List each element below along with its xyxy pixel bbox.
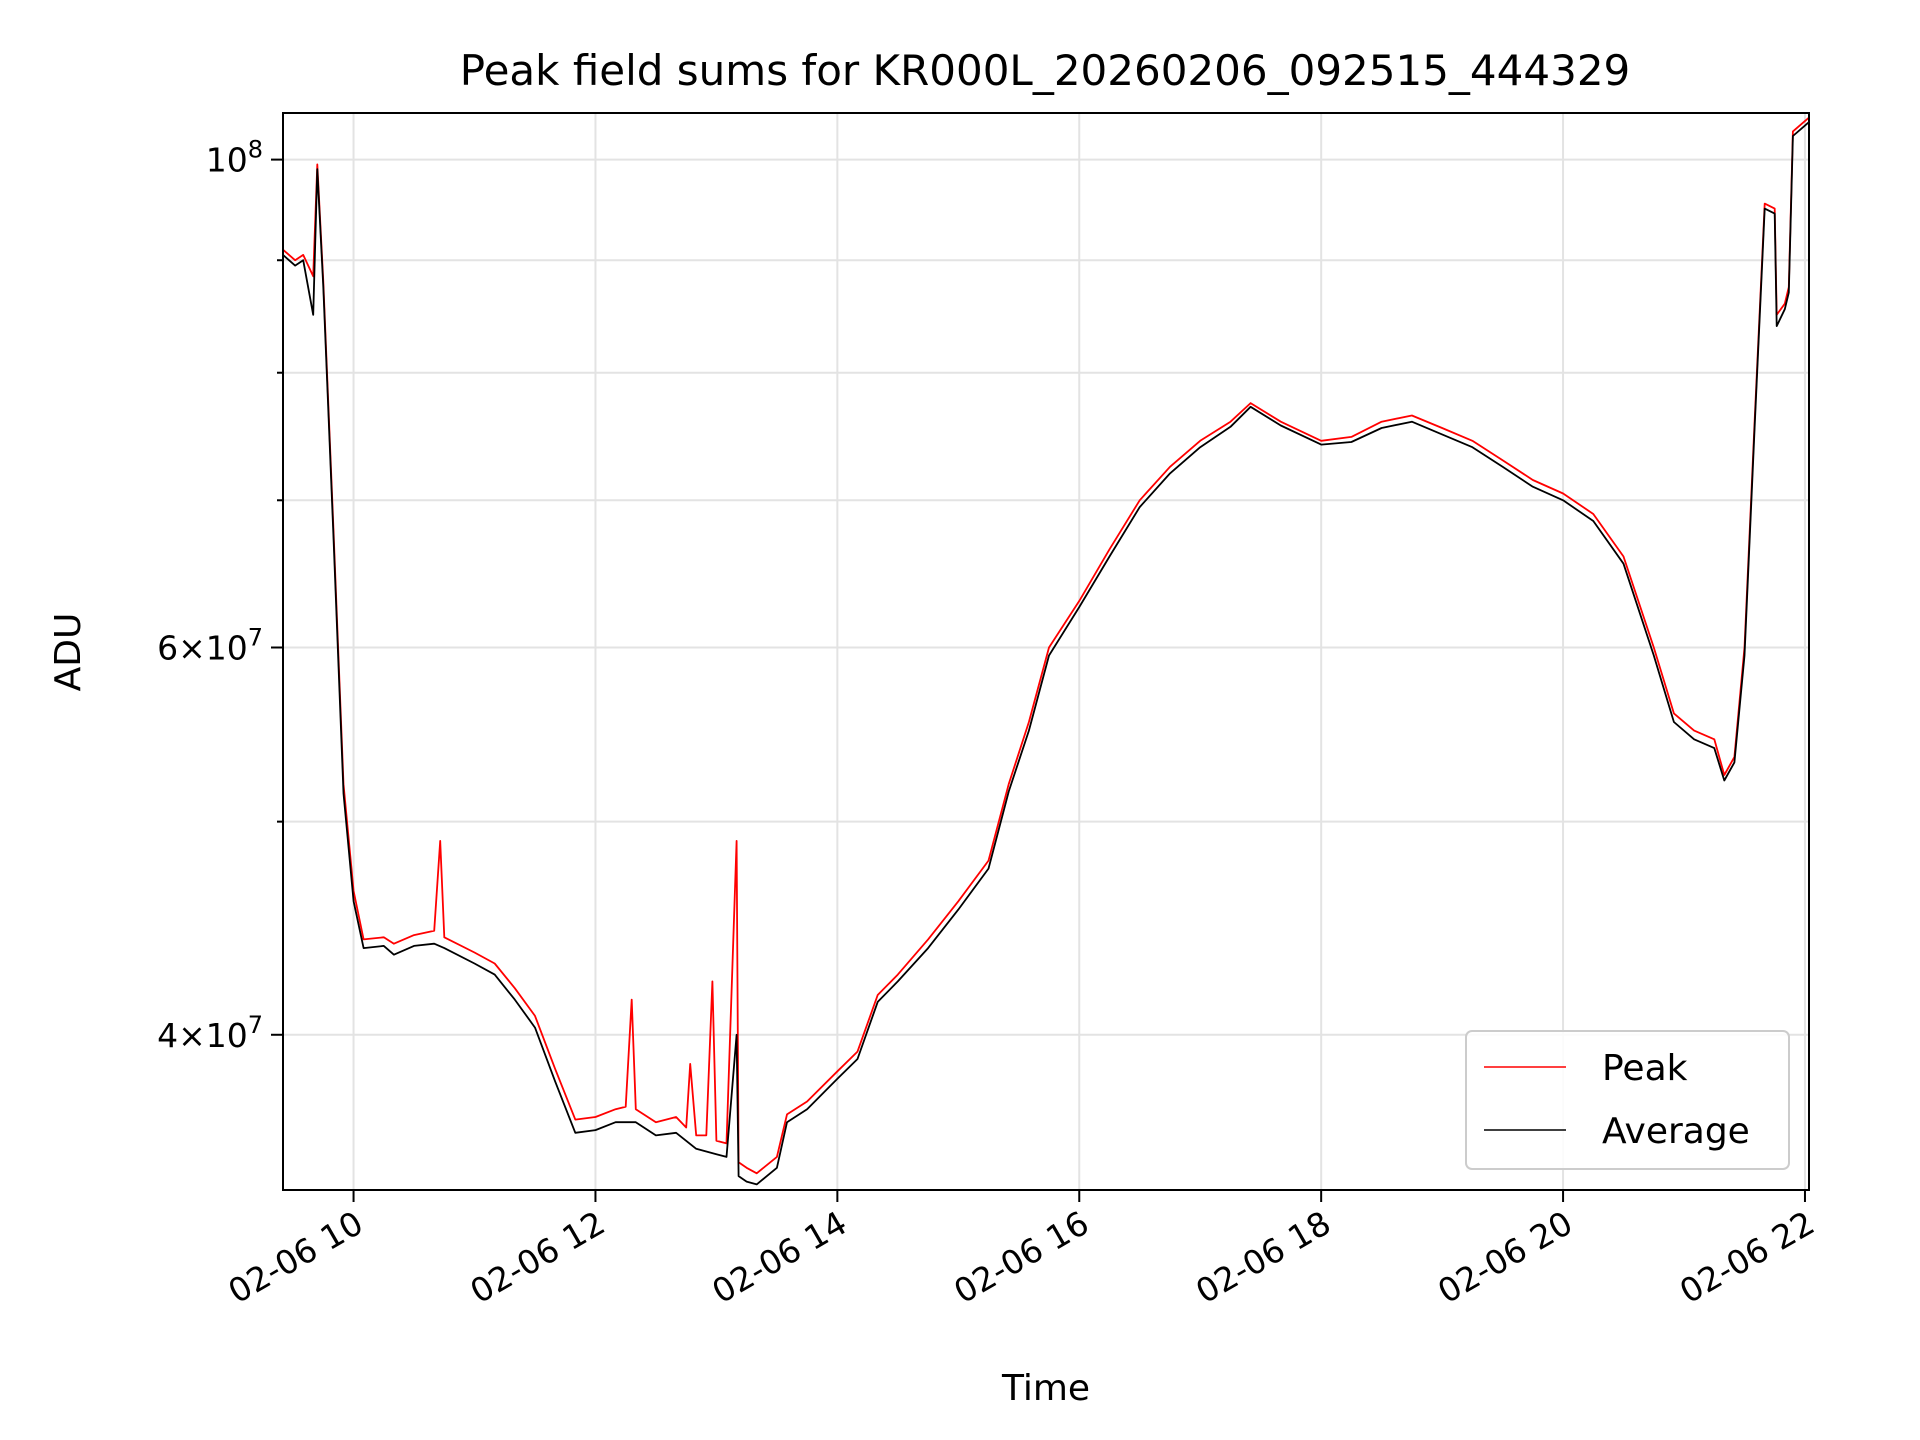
- grid: [283, 113, 1809, 1190]
- plot-frame: [282, 112, 1810, 1191]
- y-tick-label-2: 108: [206, 136, 263, 180]
- x-tick-label-1: 02-06 12: [463, 1203, 611, 1311]
- chart-title: Peak field sums for KR000L_20260206_0925…: [460, 46, 1631, 95]
- legend-box: [1465, 1030, 1790, 1170]
- x-axis-ticks: 02-06 10 02-06 12 02-06 14 02-06 16 02-06 18…: [222, 1190, 1821, 1311]
- x-tick-label-6: 02-06 22: [1673, 1203, 1821, 1311]
- x-tick-label-0: 02-06 10: [222, 1203, 370, 1311]
- x-axis-label: Time: [1001, 1368, 1090, 1409]
- y-axis-label: ADU: [48, 613, 89, 692]
- legend: Peak Average: [1465, 1030, 1790, 1170]
- series-line-peak: [283, 116, 1809, 1175]
- x-tick-label-5: 02-06 20: [1431, 1203, 1579, 1311]
- x-tick-label-3: 02-06 16: [947, 1203, 1095, 1311]
- legend-label-peak: Peak: [1602, 1048, 1688, 1089]
- x-tick-label-4: 02-06 18: [1189, 1203, 1337, 1311]
- x-tick-label-2: 02-06 14: [705, 1203, 853, 1311]
- series-group: [283, 116, 1809, 1186]
- y-tick-label-1: 6×107: [157, 624, 263, 668]
- y-axis-ticks: 4×107 6×107 108: [157, 136, 283, 1055]
- series-line-average: [283, 121, 1809, 1186]
- y-tick-label-0: 4×107: [157, 1011, 263, 1055]
- legend-label-average: Average: [1602, 1111, 1750, 1152]
